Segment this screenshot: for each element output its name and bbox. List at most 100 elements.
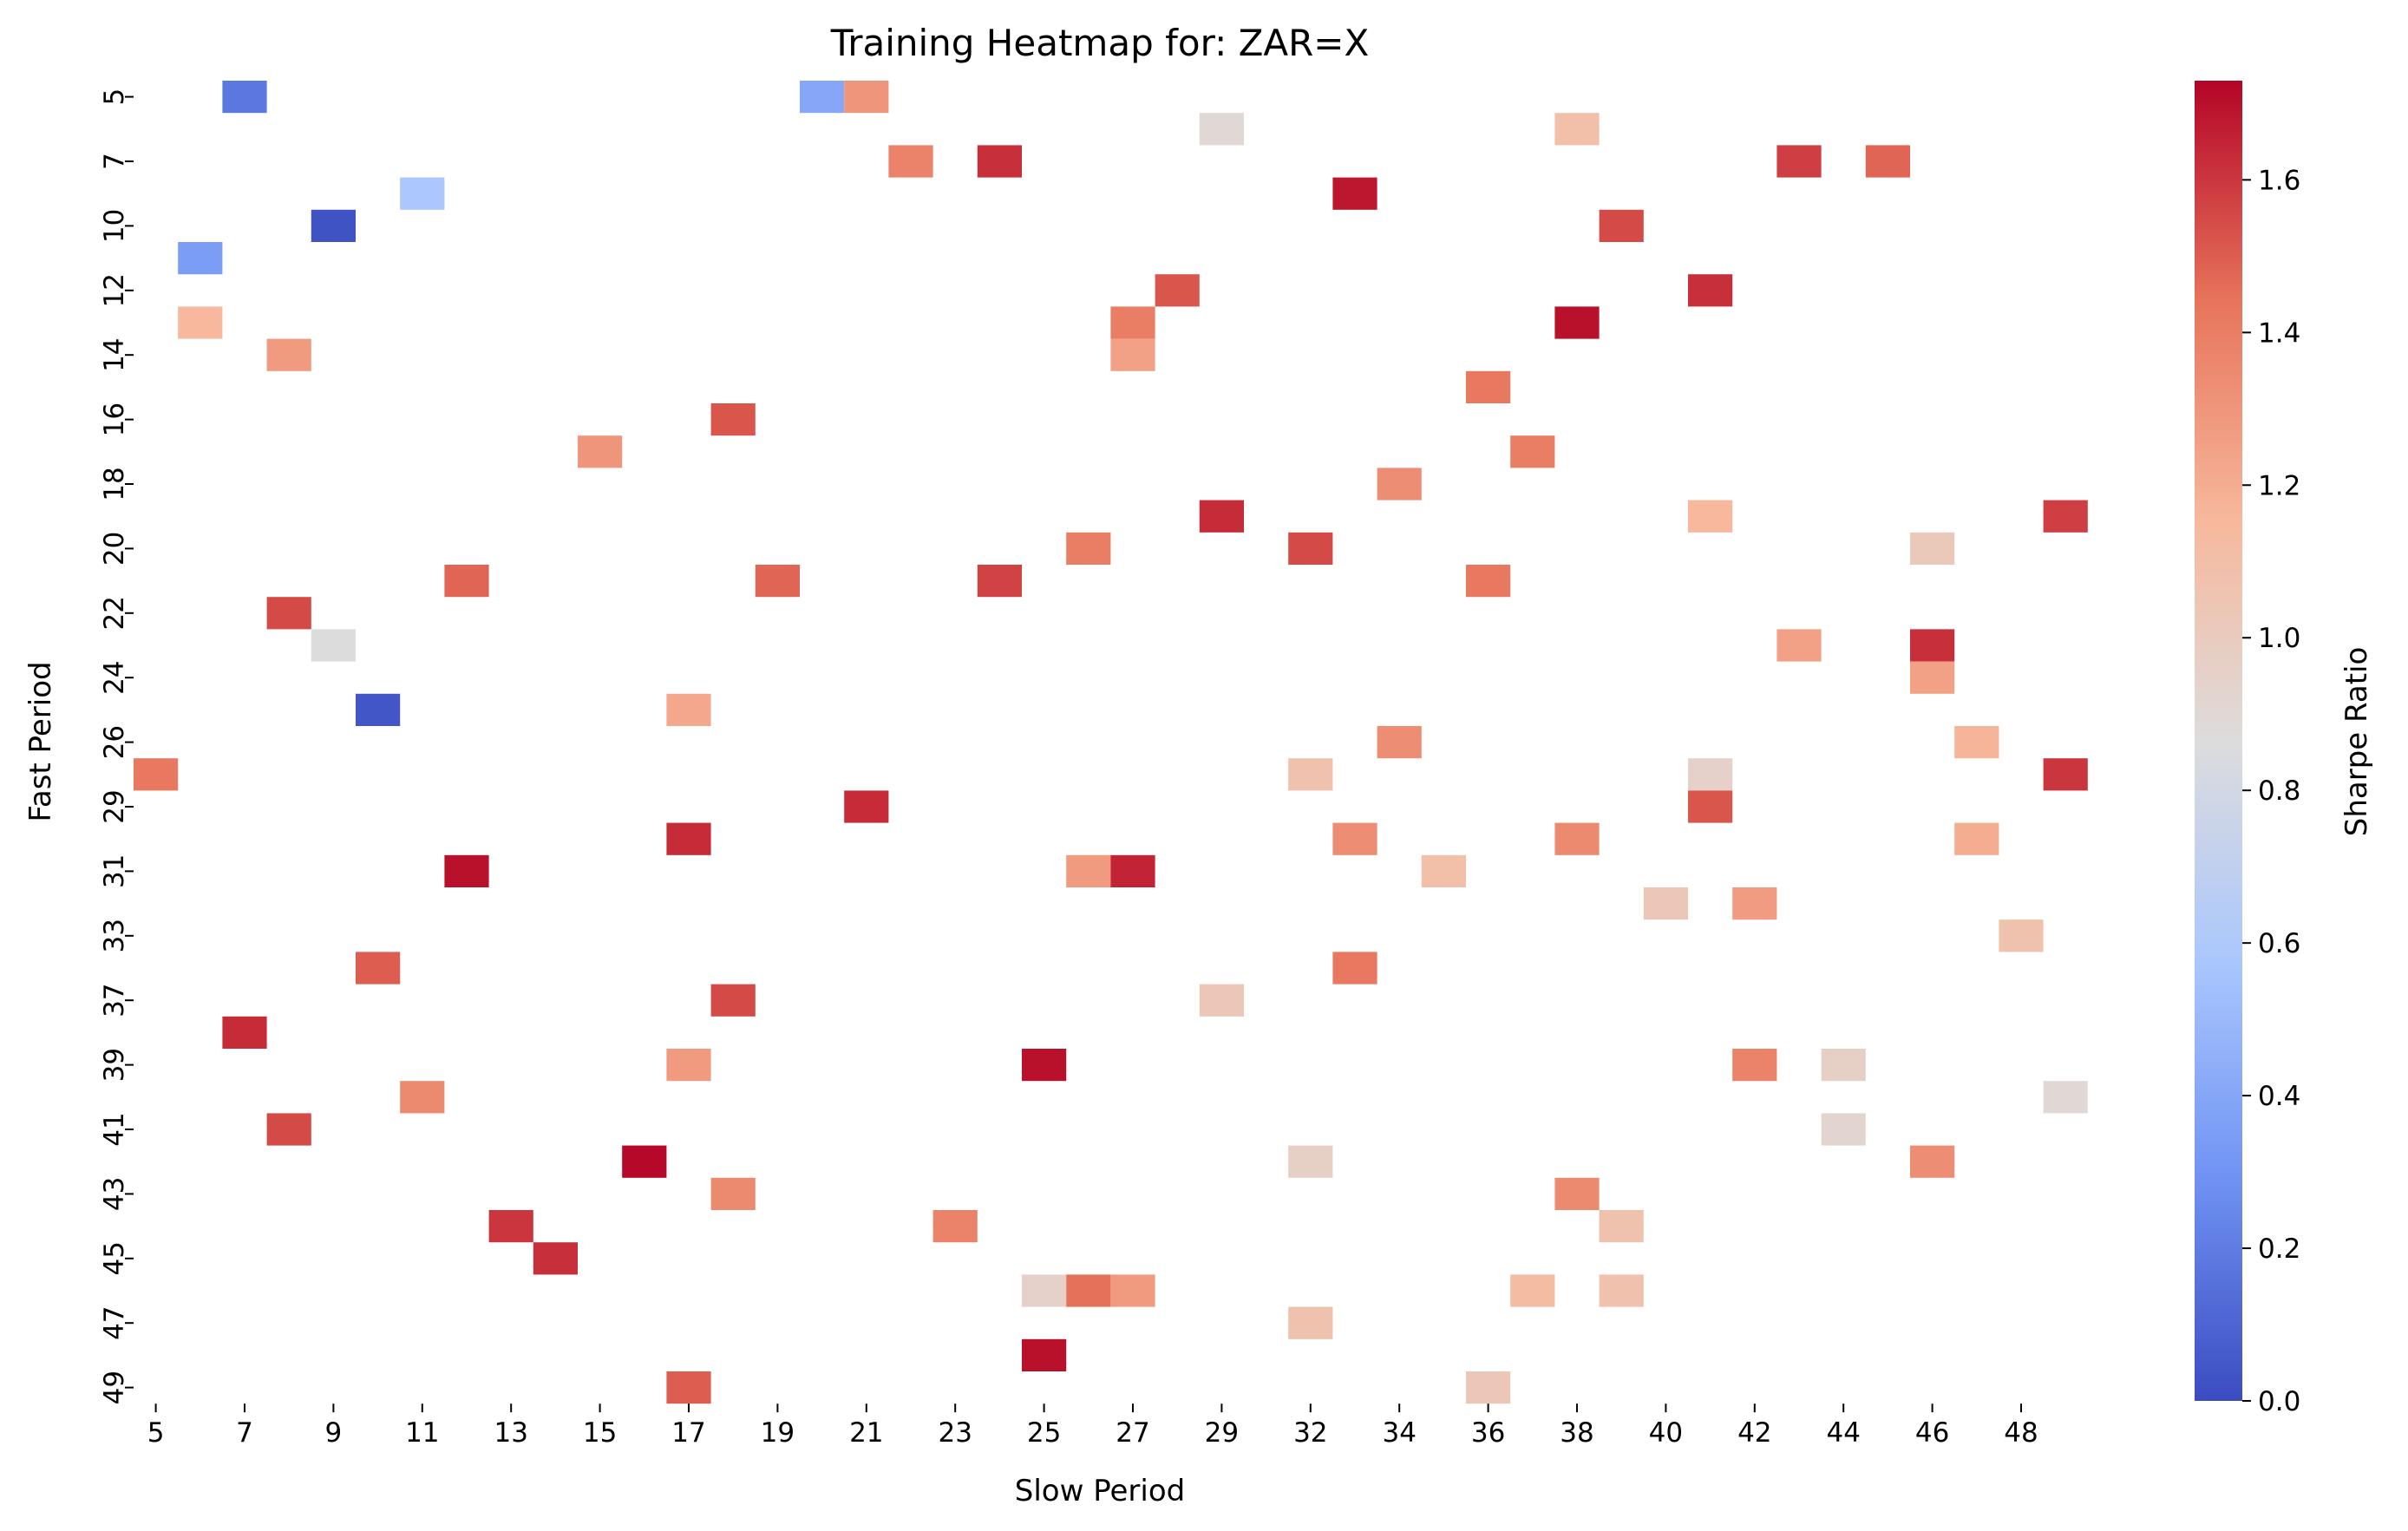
heatmap-cell [1466, 370, 1511, 403]
heatmap-cell [1777, 145, 1822, 178]
colorbar-label: Sharpe Ratio [2339, 647, 2374, 837]
y-tick-label: 45 [99, 1241, 130, 1275]
heatmap-cell [1066, 532, 1111, 565]
heatmap-cell [1288, 758, 1333, 791]
y-tick-label: 37 [99, 983, 130, 1017]
heatmap-cell [178, 242, 223, 275]
colorbar-tick-label: 0.2 [2258, 1233, 2300, 1265]
heatmap-cell [666, 1049, 711, 1082]
heatmap-cell [533, 1242, 578, 1275]
heatmap-cell [1066, 1274, 1111, 1307]
y-tick-label: 43 [99, 1177, 130, 1211]
heatmap-cell [1110, 1274, 1155, 1307]
heatmap-cell [1554, 113, 1600, 146]
x-tick-label: 44 [1826, 1417, 1860, 1449]
heatmap-cell [977, 145, 1022, 178]
y-tick-label: 14 [99, 337, 130, 371]
heatmap-cell [356, 693, 401, 726]
heatmap-cell [1910, 532, 1955, 565]
heatmap-cell [1599, 1274, 1644, 1307]
x-tick-label: 13 [494, 1417, 527, 1449]
heatmap-cell [1377, 468, 1422, 501]
x-tick-label: 40 [1649, 1417, 1683, 1449]
x-tick-label: 21 [849, 1417, 883, 1449]
heatmap-cell [1288, 532, 1333, 565]
heatmap-cell [1554, 822, 1600, 855]
colorbar-tick-label: 0.0 [2258, 1386, 2300, 1417]
heatmap-cell [1110, 854, 1155, 887]
heatmap-cell [1954, 726, 1999, 759]
chart-title: Training Heatmap for: ZAR=X [830, 22, 1370, 64]
y-axis-ticks: 5 7 10 12 14 16 18 20 22 24 26 29 31 33 37 39 41 43 45 47 49 [99, 88, 134, 1404]
heatmap-cell [1332, 952, 1377, 985]
colorbar-ticks: 0.0 0.2 0.4 0.6 0.8 1.0 1.2 1.4 1.6 [2242, 165, 2300, 1417]
heatmap-cell [444, 565, 489, 598]
colorbar-tick-label: 0.8 [2258, 775, 2300, 807]
heatmap-cell [1288, 1306, 1333, 1339]
heatmap-cell [1643, 887, 1688, 920]
heatmap-cell [1421, 854, 1466, 887]
x-tick-label: 29 [1205, 1417, 1239, 1449]
heatmap-cell [1865, 145, 1910, 178]
x-tick-label: 25 [1027, 1417, 1061, 1449]
heatmap-cell [755, 565, 800, 598]
heatmap-cell [1688, 758, 1733, 791]
heatmap-cell [488, 1210, 533, 1243]
x-tick-label: 46 [1915, 1417, 1949, 1449]
heatmap-cell [2043, 758, 2088, 791]
heatmap-cell [400, 177, 445, 210]
heatmap-cell [266, 1113, 311, 1146]
heatmap-cell [1732, 1049, 1777, 1082]
heatmap-cell [444, 854, 489, 887]
x-axis-label: Slow Period [1015, 1474, 1185, 1508]
heatmap-cell [844, 81, 889, 114]
x-axis-ticks: 5 7 9 11 13 15 17 19 21 23 25 27 29 32 34 36 38 40 42 44 46 4… [147, 1403, 2038, 1449]
heatmap-cell [1155, 274, 1200, 307]
heatmap-cell [222, 1016, 267, 1049]
heatmap-cell [311, 209, 356, 242]
colorbar [2195, 81, 2242, 1401]
x-tick-label: 11 [405, 1417, 439, 1449]
colorbar-tick-label: 1.4 [2258, 317, 2300, 349]
heatmap-cell [1777, 629, 1822, 662]
heatmap-cell [311, 629, 356, 662]
heatmap-cell [1688, 500, 1733, 533]
y-tick-label: 31 [99, 854, 130, 888]
x-tick-label: 23 [938, 1417, 972, 1449]
heatmap-cell [666, 1371, 711, 1404]
colorbar-tick-label: 1.2 [2258, 470, 2300, 501]
heatmap-cell [1510, 435, 1555, 468]
y-tick-label: 10 [99, 209, 130, 243]
heatmap-cell [1199, 500, 1244, 533]
heatmap-cell [1332, 822, 1377, 855]
x-tick-label: 34 [1382, 1417, 1416, 1449]
y-tick-label: 22 [99, 596, 130, 630]
x-tick-label: 15 [583, 1417, 617, 1449]
heatmap-cell [1599, 1210, 1644, 1243]
x-tick-label: 36 [1471, 1417, 1505, 1449]
heatmap-cell [932, 1210, 978, 1243]
y-tick-label: 26 [99, 725, 130, 759]
x-tick-label: 27 [1116, 1417, 1149, 1449]
colorbar-tick-label: 0.6 [2258, 928, 2300, 959]
heatmap-cell [666, 822, 711, 855]
heatmap-cell [266, 597, 311, 630]
y-tick-label: 49 [99, 1371, 130, 1404]
y-axis-label: Fast Period [23, 661, 58, 821]
heatmap-cell [666, 693, 711, 726]
heatmap-cell [1110, 338, 1155, 371]
heatmap-cell [134, 758, 179, 791]
heatmap-cell [578, 435, 623, 468]
y-tick-label: 5 [99, 88, 130, 106]
x-tick-label: 19 [761, 1417, 795, 1449]
heatmap-cell [1199, 113, 1244, 146]
x-tick-label: 38 [1560, 1417, 1593, 1449]
heatmap-cell [1910, 661, 1955, 694]
x-tick-label: 48 [2004, 1417, 2038, 1449]
colorbar-tick-label: 1.6 [2258, 165, 2300, 196]
heatmap-cell [710, 403, 756, 436]
heatmap-cell [1288, 1145, 1333, 1178]
x-tick-label: 9 [325, 1417, 343, 1449]
heatmap-cell [844, 790, 889, 823]
